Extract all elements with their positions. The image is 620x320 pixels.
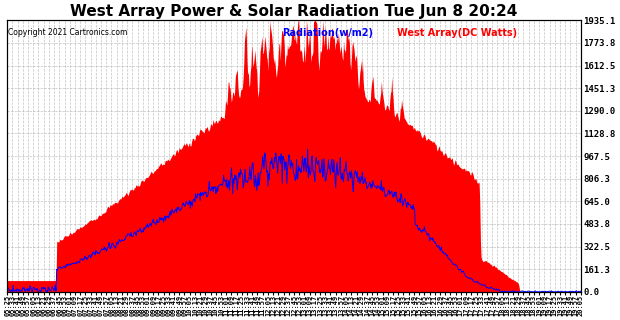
Text: West Array(DC Watts): West Array(DC Watts) [397, 28, 517, 38]
Text: Copyright 2021 Cartronics.com: Copyright 2021 Cartronics.com [7, 28, 127, 37]
Text: Radiation(w/m2): Radiation(w/m2) [283, 28, 373, 38]
Title: West Array Power & Solar Radiation Tue Jun 8 20:24: West Array Power & Solar Radiation Tue J… [70, 4, 518, 19]
